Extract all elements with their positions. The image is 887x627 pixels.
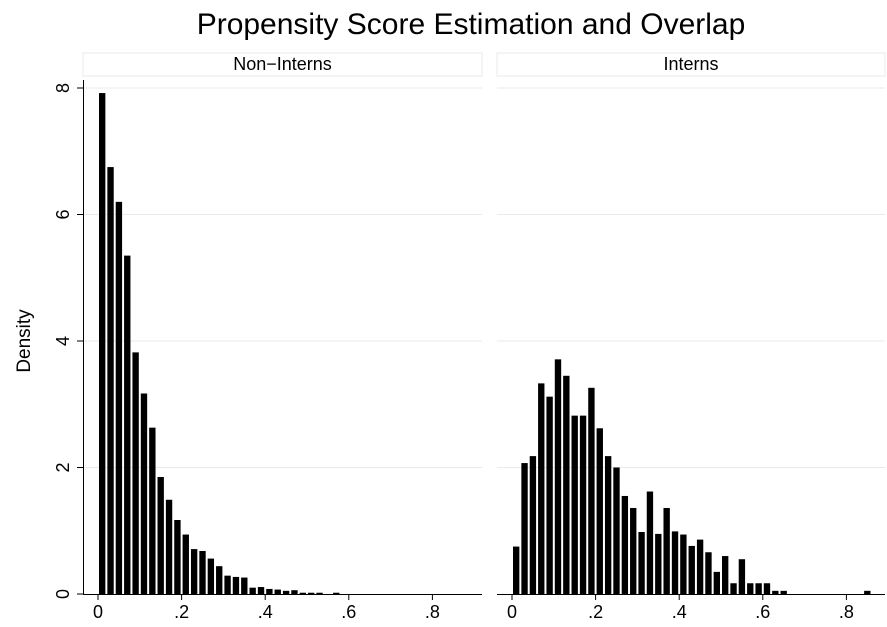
x-tick-label: .4	[258, 602, 273, 622]
histogram-bar	[671, 531, 679, 594]
histogram-bar	[538, 383, 545, 594]
histogram-bar	[621, 495, 629, 594]
histogram-bar	[646, 491, 654, 594]
panel-non-interns: Non−Interns 0 .2 .4 .6 .8 0 2 4 6 8	[53, 52, 483, 622]
histogram-bar	[588, 387, 595, 594]
histogram-bar	[165, 499, 173, 594]
chart-title: Propensity Score Estimation and Overlap	[197, 8, 746, 41]
histogram-bar	[257, 587, 265, 594]
histogram-bar	[207, 558, 215, 594]
x-tick-label: .8	[425, 602, 440, 622]
histogram-bar	[663, 507, 670, 594]
histogram-bar	[115, 201, 123, 594]
y-axis-title: Density	[14, 309, 35, 373]
histogram-bar	[149, 427, 156, 594]
x-tick-label: .6	[341, 602, 356, 622]
histogram-bar	[299, 592, 306, 594]
histogram-bar	[513, 546, 520, 594]
histogram-bar	[224, 575, 231, 594]
histogram-bar	[190, 549, 198, 594]
panel-strip-label: Non−Interns	[233, 54, 332, 74]
histogram-bar	[688, 545, 695, 594]
x-tick-label: .6	[755, 602, 770, 622]
histogram-bar	[705, 552, 712, 594]
histogram-bar	[630, 507, 637, 594]
histogram-bar	[316, 592, 323, 594]
histogram-bar	[124, 255, 131, 595]
histogram-bar	[282, 590, 290, 594]
x-tick-label: .2	[588, 602, 603, 622]
y-tick-label: 6	[53, 209, 73, 219]
histogram-bar	[596, 428, 603, 594]
histogram-bar	[199, 550, 206, 594]
histogram-bar	[232, 576, 240, 594]
histogram-bar	[554, 359, 562, 594]
x-tick-label: 0	[93, 602, 103, 622]
histogram-bar	[772, 590, 779, 594]
histogram-bar	[140, 393, 148, 594]
histogram-bar	[655, 533, 662, 594]
histogram-bar	[696, 539, 704, 594]
x-tick-label: .4	[672, 602, 687, 622]
histogram-bar	[291, 590, 298, 594]
histogram-bar	[722, 556, 729, 594]
histogram-bar	[613, 467, 620, 594]
histogram-bar	[604, 456, 612, 594]
histogram-bar	[546, 396, 553, 594]
histogram-bar	[780, 590, 787, 594]
y-tick-label: 2	[53, 462, 73, 472]
panel-strip	[82, 52, 483, 77]
histogram-bar	[107, 167, 114, 594]
histogram-bar	[529, 456, 537, 594]
histogram-bar	[763, 583, 771, 594]
histogram-bar	[216, 566, 223, 594]
histogram-bar	[738, 559, 746, 594]
histogram-bar	[521, 463, 528, 594]
histogram-bar	[132, 352, 139, 594]
histogram-bar	[99, 93, 106, 594]
panels: Non−Interns 0 .2 .4 .6 .8 0 2 4 6 8 Interns 0 .2 .4 .6.…	[53, 52, 886, 622]
histogram-bar	[241, 577, 248, 594]
histogram-bar	[730, 583, 737, 594]
histogram-bar	[579, 415, 587, 594]
histogram-bar	[680, 534, 687, 594]
x-tick-label: .8	[839, 602, 854, 622]
y-tick-label: 0	[53, 589, 73, 599]
histogram-bar	[308, 592, 315, 594]
histogram-bar	[266, 588, 273, 594]
histogram-bar	[174, 519, 181, 594]
histogram-bar	[333, 592, 340, 594]
x-tick-label: .2	[174, 602, 189, 622]
histogram-bar	[182, 534, 189, 594]
histogram-bar	[563, 375, 570, 594]
histogram-bar	[755, 583, 762, 594]
panel-interns: Interns 0 .2 .4 .6 .8	[496, 52, 886, 622]
histogram-bar	[157, 476, 164, 594]
panel-strip	[496, 52, 886, 77]
histogram-bar	[864, 590, 871, 594]
histogram-bar	[249, 587, 256, 594]
histogram-bar	[638, 532, 645, 594]
y-tick-label: 8	[53, 83, 73, 93]
histogram-bar	[747, 583, 754, 594]
panel-strip-label: Interns	[663, 54, 718, 74]
x-tick-label: 0	[507, 602, 517, 622]
histogram-bar	[274, 589, 281, 594]
y-tick-label: 4	[53, 336, 73, 346]
histogram-bar	[571, 415, 578, 594]
histogram-bar	[713, 571, 720, 594]
